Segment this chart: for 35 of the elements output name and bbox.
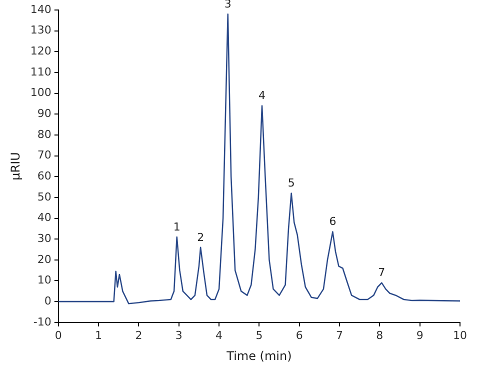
x-tick-label: 5	[256, 328, 263, 342]
y-tick-label: 90	[37, 106, 52, 120]
x-tick-label: 8	[376, 328, 384, 342]
annotation: 7	[378, 266, 386, 280]
annotation: 6	[329, 215, 336, 228]
y-axis-title: µRIU	[8, 152, 22, 180]
y-tick-label: 140	[30, 2, 52, 16]
x-tick-label: 6	[296, 328, 303, 342]
y-tick-label: 50	[37, 190, 52, 204]
y-tick-label: 100	[30, 86, 52, 100]
annotation: 2	[197, 230, 204, 244]
y-tick-label: 40	[37, 211, 52, 224]
y-tick-label: 60	[37, 169, 52, 182]
x-tick-label: 0	[54, 328, 62, 342]
y-tick-label: 80	[37, 128, 52, 141]
y-tick-label: 20	[37, 252, 52, 266]
annotation: 1	[173, 220, 180, 234]
y-tick-label: 110	[30, 65, 52, 78]
y-tick-label: 70	[37, 148, 52, 162]
y-tick-label: 120	[30, 44, 52, 58]
x-tick-label: 7	[336, 328, 344, 342]
x-tick-label: 10	[453, 328, 467, 342]
x-tick-label: 2	[135, 328, 142, 342]
x-tick-label: 4	[216, 328, 223, 342]
y-tick-label: 130	[30, 24, 52, 37]
y-tick-label: -10	[33, 315, 52, 328]
x-tick-label: 1	[95, 328, 102, 342]
x-tick-label: 3	[175, 328, 182, 342]
x-axis-title: Time (min)	[226, 348, 292, 363]
y-tick-label: 0	[44, 294, 52, 308]
annotation: 5	[288, 176, 295, 190]
y-tick-label: 10	[37, 274, 52, 287]
x-tick-label: 9	[416, 328, 424, 342]
y-tick-label: 30	[37, 232, 52, 245]
annotation: 4	[258, 89, 266, 102]
